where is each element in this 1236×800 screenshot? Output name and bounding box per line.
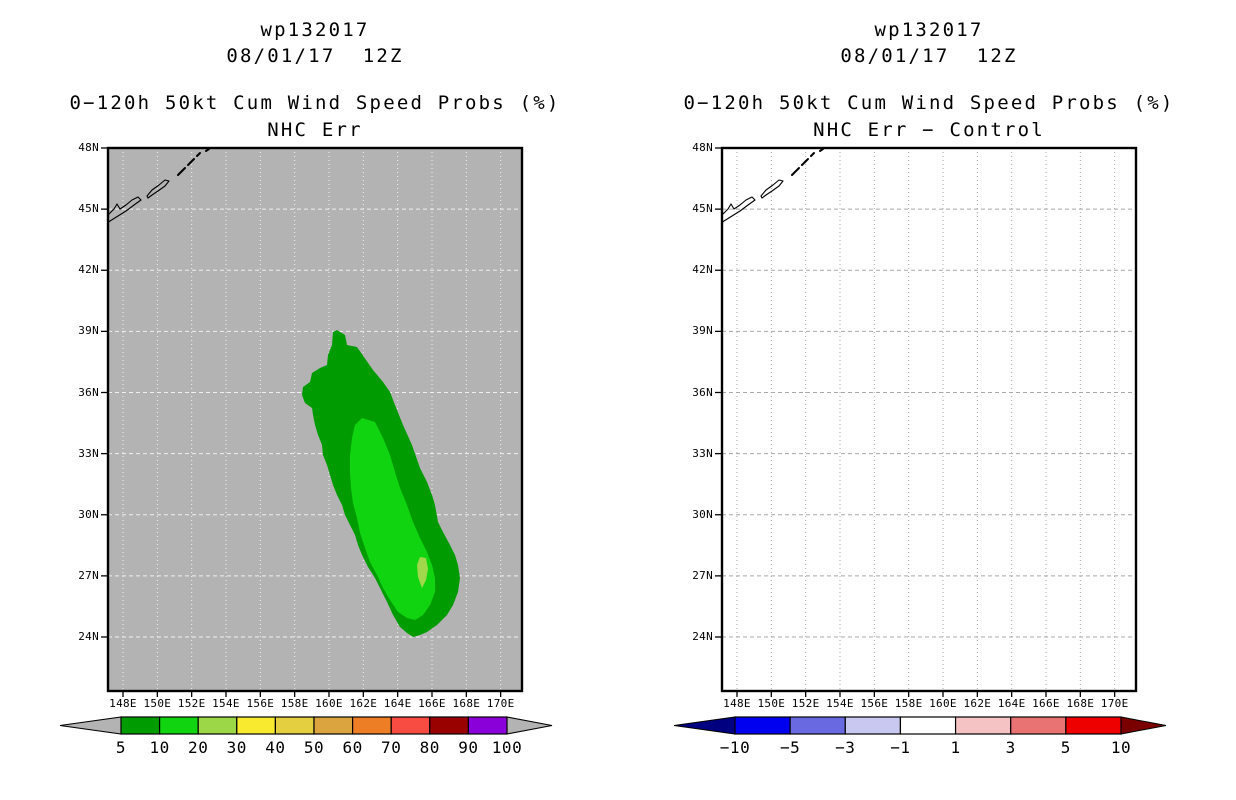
colorbar-tick-label: 3 (1005, 738, 1016, 757)
lat-tick-label: 36N (78, 385, 99, 399)
lon-tick-label: 162E (349, 697, 378, 710)
method-label: NHC Err (267, 119, 363, 141)
lon-tick-label: 160E (929, 697, 957, 710)
map-difference: 48N 45N 42N 39N 36N 33N 30N 27N 24N 148E 150E 152E… (692, 142, 1138, 709)
panel-nhc-err: wp132017 08/01/17 12Z 0−120h 50kt Cum Wi… (59, 0, 558, 800)
colorbar-tick-label: 80 (419, 738, 440, 757)
colorbar-strip (59, 716, 553, 735)
method-label: NHC Err − Control (813, 119, 1045, 141)
colorbar-tick-label: 70 (381, 738, 402, 757)
colorbar-tick-label: −10 (719, 738, 751, 757)
init-datetime: 08/01/17 12Z (840, 45, 1018, 67)
colorbar-tick-label: 90 (458, 738, 479, 757)
colorbar-probability: 5 10 20 30 40 50 60 70 80 90 100 (58, 716, 554, 772)
colorbar-tick-label: 5 (115, 738, 127, 757)
lat-tick-label: 33N (692, 446, 713, 460)
lon-tick-label: 162E (963, 697, 992, 710)
lat-tick-label: 36N (692, 385, 713, 399)
colorbar-tick-label: 30 (226, 738, 247, 757)
init-datetime: 08/01/17 12Z (226, 45, 404, 67)
lat-tick-label: 48N (692, 141, 713, 154)
lon-tick-label: 150E (757, 697, 786, 710)
plot-subtitle: 0−120h 50kt Cum Wind Speed Probs (%) (683, 92, 1175, 114)
storm-id: wp132017 (874, 19, 984, 41)
lat-tick-label: 27N (78, 568, 99, 582)
lat-tick-label: 33N (78, 446, 99, 460)
lat-tick-label: 24N (78, 630, 99, 643)
lon-tick-label: 152E (791, 697, 820, 710)
colorbar-tick-label: 1 (950, 738, 961, 757)
probability-map-plot (101, 146, 524, 697)
lon-tick-label: 158E (280, 697, 309, 710)
lon-tick-label: 170E (1100, 697, 1129, 710)
lon-tick-label: 168E (1066, 697, 1095, 710)
colorbar-tick-label: 100 (491, 738, 523, 757)
lon-tick-label: 156E (860, 697, 889, 710)
lat-tick-label: 42N (78, 263, 99, 277)
lat-tick-label: 48N (78, 141, 99, 154)
lat-tick-label: 30N (692, 507, 713, 521)
lat-tick-label: 42N (692, 263, 713, 277)
lon-tick-label: 148E (109, 697, 137, 710)
colorbar-tick-label: 50 (303, 738, 325, 757)
lon-tick-label: 158E (894, 697, 923, 710)
lon-tick-label: 150E (143, 697, 172, 710)
lon-tick-label: 164E (383, 697, 412, 710)
lon-tick-label: 160E (315, 697, 343, 710)
lat-tick-label: 45N (78, 202, 99, 216)
lat-tick-label: 24N (692, 630, 713, 643)
colorbar-tick-label: 60 (342, 738, 363, 757)
colorbar-tick-label: 10 (149, 738, 170, 757)
panel-nhc-err-minus-control: wp132017 08/01/17 12Z 0−120h 50kt Cum Wi… (673, 0, 1172, 800)
map-nhc-err: 48N 45N 42N 39N 36N 33N 30N 27N 24N 148E 150E 152E… (78, 142, 524, 709)
colorbar-tick-label: 5 (1060, 738, 1071, 757)
colorbar-tick-label: −1 (890, 738, 911, 757)
lon-tick-label: 164E (997, 697, 1026, 710)
lon-tick-label: 166E (1032, 697, 1060, 710)
lat-tick-label: 39N (78, 324, 99, 338)
difference-map-plot (715, 146, 1138, 697)
lon-tick-label: 154E (212, 697, 240, 710)
plot-subtitle: 0−120h 50kt Cum Wind Speed Probs (%) (69, 92, 561, 114)
storm-id: wp132017 (260, 19, 370, 41)
colorbar-difference: −10 −5 −3 −1 1 3 5 10 (672, 716, 1168, 772)
lon-tick-label: 148E (723, 697, 751, 710)
lon-tick-label: 170E (486, 697, 515, 710)
colorbar-tick-label: −3 (835, 738, 856, 757)
lon-tick-label: 152E (177, 697, 206, 710)
lon-tick-label: 168E (452, 697, 481, 710)
colorbar-tick-label: −5 (780, 738, 801, 757)
lon-tick-label: 156E (246, 697, 275, 710)
lat-tick-label: 39N (692, 324, 713, 338)
lat-tick-label: 27N (692, 568, 713, 582)
lat-tick-label: 45N (692, 202, 713, 216)
colorbar-tick-label: 10 (1110, 738, 1132, 757)
lon-tick-label: 166E (418, 697, 446, 710)
lon-tick-label: 154E (826, 697, 854, 710)
colorbar-strip (673, 716, 1167, 735)
colorbar-tick-label: 20 (188, 738, 209, 757)
lat-tick-label: 30N (78, 507, 99, 521)
colorbar-tick-label: 40 (265, 738, 286, 757)
